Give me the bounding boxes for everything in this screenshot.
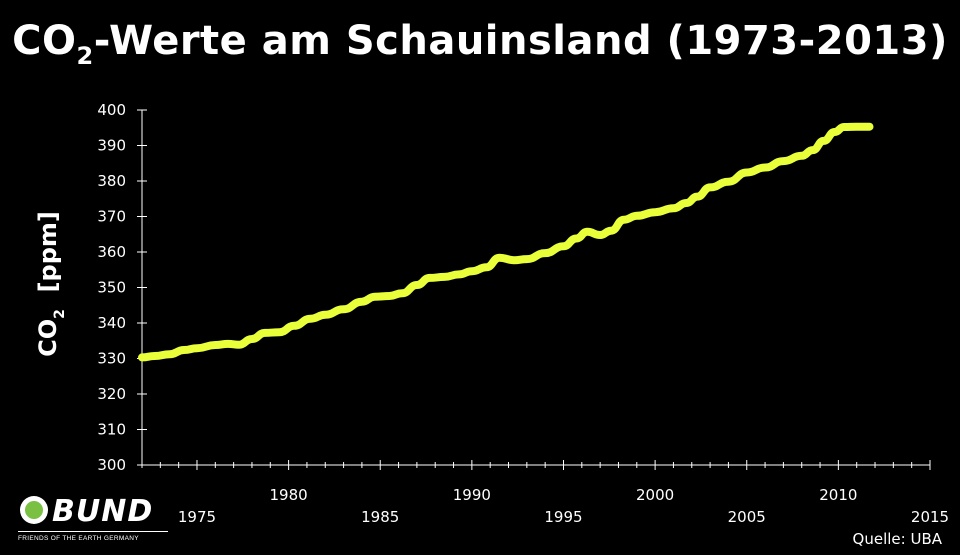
x-tick-label: 1975 bbox=[178, 508, 216, 526]
x-tick-label: 1985 bbox=[361, 508, 399, 526]
y-tick-label: 330 bbox=[97, 350, 126, 368]
bund-logo-icon bbox=[20, 496, 48, 524]
y-tick-label: 320 bbox=[97, 385, 126, 403]
y-tick-label: 350 bbox=[97, 279, 126, 297]
y-tick-label: 400 bbox=[97, 101, 126, 119]
co2-series-line bbox=[138, 122, 874, 362]
y-tick-label: 370 bbox=[97, 208, 126, 226]
logo-divider bbox=[18, 531, 168, 532]
x-tick-label: 1980 bbox=[270, 486, 308, 504]
y-tick-label: 300 bbox=[97, 456, 126, 474]
chart-axes bbox=[137, 109, 931, 470]
y-axis-label: CO2 [ppm] bbox=[34, 211, 68, 357]
y-tick-labels: 300 310 320 330 340 350 360 370 380 390 400 bbox=[97, 101, 126, 474]
y-tick-label: 340 bbox=[97, 314, 126, 332]
x-tick-labels: 1980 1990 2000 2010 1975 1985 1995 2005 2015 bbox=[178, 486, 949, 526]
y-tick-label: 310 bbox=[97, 421, 126, 439]
x-tick-label: 2005 bbox=[728, 508, 766, 526]
y-tick-label: 380 bbox=[97, 172, 126, 190]
x-tick-label: 2010 bbox=[819, 486, 857, 504]
x-tick-label: 2015 bbox=[911, 508, 949, 526]
y-tick-label: 360 bbox=[97, 243, 126, 261]
y-tick-label: 390 bbox=[97, 137, 126, 155]
bund-logo-word: BUND bbox=[52, 494, 154, 529]
x-tick-label: 2000 bbox=[636, 486, 674, 504]
chart-title: CO2-Werte am Schauinsland (1973-2013) bbox=[12, 18, 948, 70]
bund-logo: BUND FRIENDS OF THE EARTH GERMANY bbox=[14, 492, 174, 552]
x-tick-label: 1990 bbox=[453, 486, 491, 504]
bund-logo-tagline: FRIENDS OF THE EARTH GERMANY bbox=[18, 535, 139, 542]
x-tick-label: 1995 bbox=[544, 508, 582, 526]
source-note: Quelle: UBA bbox=[852, 530, 942, 548]
